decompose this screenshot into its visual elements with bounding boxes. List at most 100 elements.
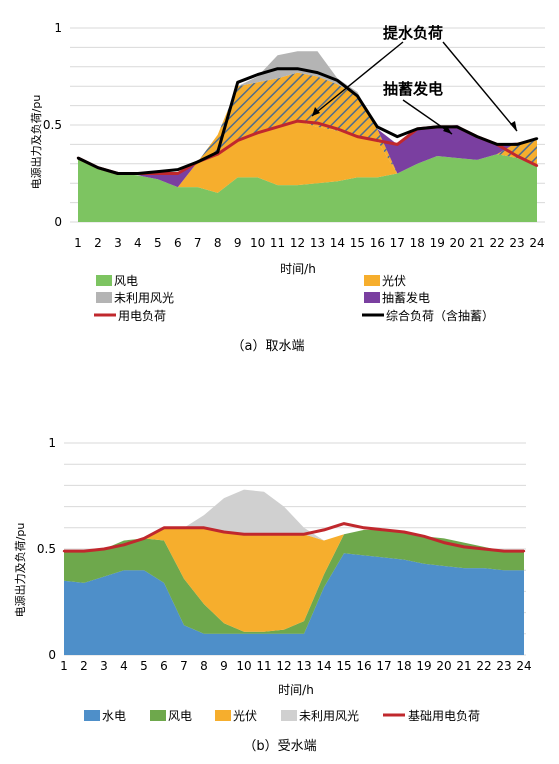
line-point (176, 168, 179, 171)
line-point (96, 166, 100, 169)
legend-item-total-load: 综合负荷（含抽蓄） (362, 308, 494, 323)
y-tick-label: 0 (54, 215, 62, 229)
x-tick-label: 7 (194, 236, 202, 250)
line-point (336, 127, 339, 131)
line-point (336, 79, 339, 82)
svg-text:综合负荷（含抽蓄）: 综合负荷（含抽蓄） (386, 308, 494, 323)
x-tick-label: 19 (430, 236, 445, 250)
x-tick-label: 5 (154, 236, 162, 250)
x-tick-label: 21 (456, 659, 471, 673)
x-tick-label: 23 (509, 236, 524, 250)
annotation-arrows (311, 41, 518, 135)
line-point (535, 137, 539, 140)
caption-b: （b）受水端 (243, 739, 316, 754)
x-tick-label: 2 (80, 659, 88, 673)
x-tick-label: 8 (214, 236, 222, 250)
area-series (78, 51, 537, 222)
x-tick-label: 24 (516, 659, 531, 673)
svg-text:风电: 风电 (114, 274, 138, 288)
y-tick-label: 0.5 (37, 542, 56, 556)
x-tick-label: 22 (476, 659, 491, 673)
line-point (436, 125, 439, 129)
x-tick-label: 21 (469, 236, 484, 250)
chart-water-intake: 00.511 2 3 4 5 6 7 8 9 10 11 12 13 14 15 16 17 18 19 20 21 22… (29, 21, 545, 354)
x-tick-label: 3 (114, 236, 122, 250)
x-tick-label: 24 (529, 236, 544, 250)
x-tick-label: 10 (236, 659, 251, 673)
line-point (296, 119, 299, 123)
line-point (515, 154, 519, 158)
line-point (376, 125, 379, 129)
svg-text:未利用风光: 未利用风光 (114, 291, 174, 305)
x-tick-label: 17 (376, 659, 391, 673)
svg-text:基础用电负荷: 基础用电负荷 (408, 709, 480, 723)
annotation-pumping-load: 提水负荷 (383, 24, 443, 42)
area-series-0 (64, 553, 524, 655)
line-point (382, 528, 386, 532)
svg-text:抽蓄发电: 抽蓄发电 (382, 290, 430, 305)
line-point (242, 533, 246, 536)
line-point (236, 139, 239, 142)
line-point (262, 533, 266, 536)
area-series (64, 489, 524, 655)
x-tick-label: 22 (489, 236, 504, 250)
line-series (76, 67, 539, 175)
legend-item-load: 用电负荷 (94, 309, 166, 323)
area-series-3 (64, 489, 524, 552)
x-tick-label: 20 (436, 659, 451, 673)
line-point (402, 530, 406, 534)
axes: 00.511 2 3 4 5 6 7 8 9 10 11 12 13 14 15 16 17 18 19 20 21 22… (43, 21, 545, 250)
line-point (302, 533, 306, 536)
line-point (422, 535, 426, 538)
line-point (256, 131, 259, 134)
legend: 风电 光伏 未利用风光 抽蓄发电 用电负荷 综合负荷（含抽蓄） (94, 274, 494, 323)
line-point (116, 172, 120, 175)
y-tick-label: 0.5 (43, 118, 62, 132)
line-point (162, 526, 166, 529)
x-tick-label: 15 (336, 659, 351, 673)
x-tick-label: 19 (416, 659, 431, 673)
line-point (142, 537, 146, 540)
x-tick-label: 5 (140, 659, 148, 673)
line-point (316, 121, 319, 125)
x-axis-title: 时间/h (280, 262, 316, 276)
line-point (495, 143, 499, 146)
x-tick-label: 14 (316, 659, 331, 673)
line-point (182, 526, 186, 529)
line-point (356, 94, 359, 98)
x-axis-title: 时间/h (278, 683, 314, 697)
y-tick-label: 1 (54, 21, 62, 35)
line-point (322, 528, 326, 532)
x-tick-label: 12 (276, 659, 291, 673)
legend-item-pumped-storage: 抽蓄发电 (364, 290, 430, 305)
x-tick-label: 11 (270, 236, 285, 250)
x-tick-label: 10 (250, 236, 265, 250)
chart-water-receiving: 00.511 2 3 4 5 6 7 8 9 10 11 12 13 14 15 16 17 18 19 20 21 22… (13, 436, 532, 754)
y-tick-label: 0 (48, 648, 56, 662)
line-point (82, 549, 86, 553)
line-point (276, 67, 279, 70)
line-point (202, 526, 206, 529)
line-point (276, 125, 279, 129)
y-axis-title: 电源出力及负荷/pu (29, 95, 43, 190)
line-point (475, 135, 479, 138)
x-tick-label: 3 (100, 659, 108, 673)
x-tick-label: 12 (290, 236, 305, 250)
line-point (376, 139, 379, 142)
area-series-4 (78, 51, 537, 188)
line-point (396, 143, 399, 146)
x-tick-label: 7 (180, 659, 188, 673)
legend-item-solar: 光伏 (364, 274, 406, 288)
area-series-0 (78, 154, 537, 222)
line-series (62, 522, 526, 553)
line-point (356, 135, 359, 138)
x-tick-label: 9 (234, 236, 242, 250)
line-point (396, 135, 399, 138)
x-tick-label: 13 (296, 659, 311, 673)
x-tick-label: 4 (134, 236, 142, 250)
legend-item-wind: 风电 (96, 274, 138, 288)
x-tick-label: 16 (356, 659, 371, 673)
x-tick-label: 1 (60, 659, 68, 673)
svg-text:未利用风光: 未利用风光 (299, 709, 359, 723)
